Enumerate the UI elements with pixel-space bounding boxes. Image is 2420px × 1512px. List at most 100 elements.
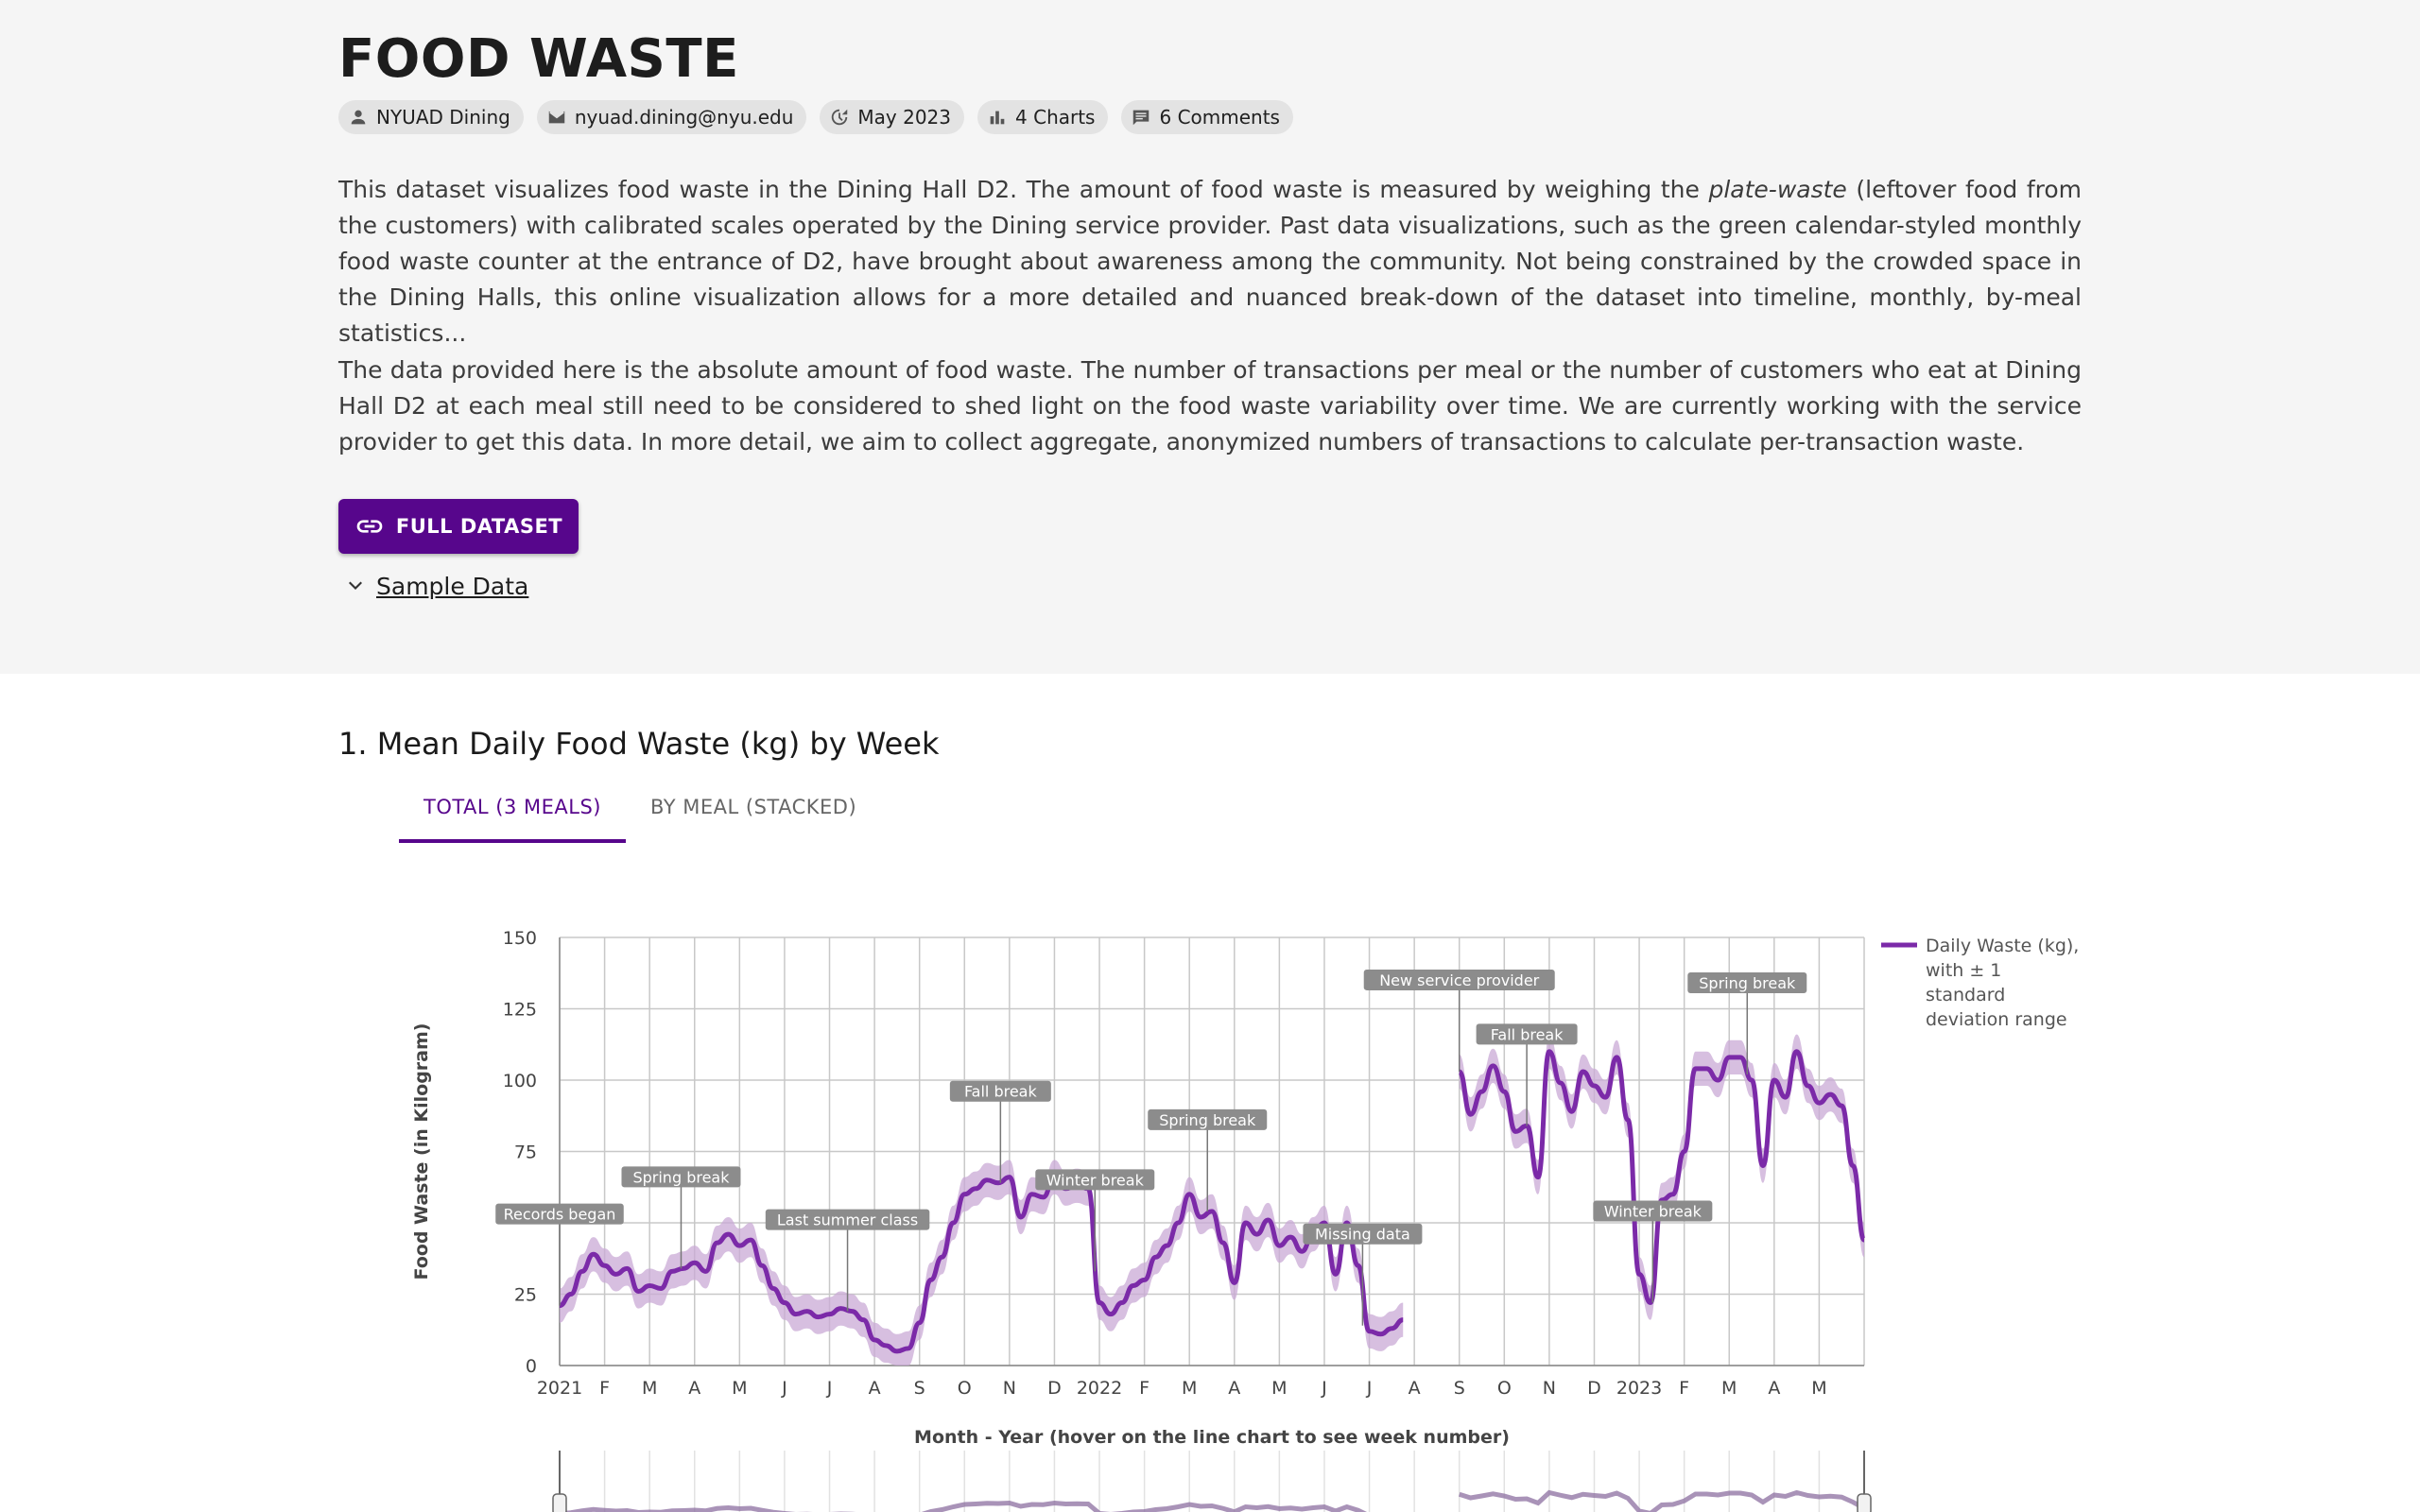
description-text: (leftover food from the customers) with …	[338, 176, 2082, 347]
annotation-label: Spring break	[1699, 974, 1796, 992]
x-tick-label: F	[1139, 1378, 1150, 1399]
x-tick-label: 2021	[537, 1378, 582, 1399]
mini-line	[1458, 1489, 1866, 1512]
x-tick-label: M	[1811, 1378, 1826, 1399]
x-tick-label: A	[1768, 1378, 1780, 1399]
annotation: Winter break	[1035, 1169, 1155, 1272]
x-tick-label: A	[1228, 1378, 1240, 1399]
date-label: May 2023	[857, 106, 952, 129]
x-tick-label: N	[1543, 1378, 1556, 1399]
y-tick-label: 25	[514, 1285, 537, 1306]
legend-label: Daily Waste (kg), with ± 1 standard deviati…	[1926, 936, 2079, 1030]
annotation-box	[1035, 1169, 1155, 1191]
tab-total[interactable]: TOTAL (3 MEALS)	[399, 777, 626, 843]
email-label: nyuad.dining@nyu.edu	[574, 106, 794, 129]
annotation: New service provider	[1363, 969, 1555, 1072]
annotation-label: Missing data	[1315, 1226, 1410, 1244]
x-tick-label: M	[1182, 1378, 1197, 1399]
annotation-label: Records began	[504, 1206, 616, 1224]
x-tick-label: J	[781, 1378, 787, 1399]
page-title: FOOD WASTE	[338, 28, 739, 90]
x-tick-label: D	[1587, 1378, 1601, 1399]
annotation-label: Fall break	[964, 1083, 1038, 1101]
x-tick-label: J	[826, 1378, 833, 1399]
annotation: Spring break	[1148, 1108, 1268, 1211]
x-tick-label: A	[688, 1378, 700, 1399]
description-paragraph-1: This dataset visualizes food waste in th…	[338, 172, 2082, 352]
x-tick-label: M	[642, 1378, 657, 1399]
update-icon	[832, 109, 848, 126]
y-tick-label: 0	[526, 1356, 537, 1377]
annotation-label: Winter break	[1046, 1171, 1145, 1189]
food-waste-chart[interactable]: 0 25 75 100 125 150 2021 F M A M J J A S O N D 2022 F M A M J J A…	[0, 898, 2420, 1451]
x-tick-label: O	[1497, 1378, 1512, 1399]
email-chip[interactable]: nyuad.dining@nyu.edu	[536, 100, 807, 134]
annotation-box	[765, 1209, 930, 1230]
x-tick-label: N	[1003, 1378, 1016, 1399]
annotation: Spring break	[621, 1166, 741, 1269]
comments-label: 6 Comments	[1159, 106, 1280, 129]
y-tick-label: 125	[503, 1000, 537, 1021]
annotation-box	[1148, 1108, 1268, 1130]
annotation-label: Last summer class	[777, 1211, 918, 1229]
x-tick-label: J	[1321, 1378, 1327, 1399]
comment-icon	[1133, 110, 1150, 126]
author-chip[interactable]: NYUAD Dining	[338, 100, 524, 134]
std-band	[560, 1160, 1404, 1366]
author-label: NYUAD Dining	[376, 106, 510, 129]
x-tick-label: S	[1454, 1378, 1465, 1399]
full-dataset-button[interactable]: FULL DATASET	[338, 499, 579, 554]
bar-chart-icon	[990, 111, 1005, 125]
waste-line	[559, 1175, 1404, 1354]
person-icon	[351, 110, 366, 125]
annotation-label: New service provider	[1379, 971, 1539, 989]
annotation: Records began	[495, 1203, 624, 1306]
tab-by-meal[interactable]: BY MEAL (STACKED)	[650, 796, 857, 818]
mini-line	[559, 1500, 1368, 1512]
annotation: Last summer class	[765, 1209, 930, 1312]
annotation-label: Spring break	[1159, 1111, 1256, 1129]
annotation: Fall break	[1476, 1023, 1578, 1126]
annotation-box	[1593, 1200, 1713, 1222]
charts-chip[interactable]: 4 Charts	[977, 100, 1109, 134]
x-tick-label: M	[1271, 1378, 1287, 1399]
y-axis-title: Food Waste (in Kilogram)	[411, 1023, 432, 1280]
email-icon	[548, 111, 565, 124]
annotation: Winter break	[1593, 1200, 1713, 1303]
x-tick-label: A	[869, 1378, 881, 1399]
annotation-box	[1363, 969, 1555, 990]
comments-chip[interactable]: 6 Comments	[1121, 100, 1293, 134]
annotation-box	[949, 1080, 1051, 1102]
description-text: This dataset visualizes food waste in th…	[338, 176, 1709, 203]
y-tick-label: 150	[503, 928, 537, 949]
chart-section-title: 1. Mean Daily Food Waste (kg) by Week	[338, 726, 940, 762]
annotation-box	[1303, 1223, 1423, 1245]
annotation-label: Winter break	[1604, 1203, 1703, 1221]
x-tick-label: 2022	[1077, 1378, 1122, 1399]
charts-label: 4 Charts	[1015, 106, 1096, 129]
date-chip[interactable]: May 2023	[820, 100, 965, 134]
x-tick-label: 2023	[1616, 1378, 1662, 1399]
x-tick-label: D	[1047, 1378, 1062, 1399]
sample-data-toggle[interactable]: Sample Data	[344, 573, 528, 600]
page-header: FOOD WASTE NYUAD Dining nyuad.dining@nyu…	[0, 0, 2420, 674]
annotation-label: Fall break	[1491, 1025, 1564, 1043]
full-dataset-label: FULL DATASET	[395, 515, 563, 538]
annotation: Missing data	[1303, 1223, 1423, 1326]
x-tick-label: J	[1366, 1378, 1373, 1399]
y-tick-label: 75	[514, 1143, 537, 1163]
meta-chips: NYUAD Dining nyuad.dining@nyu.edu May 20…	[338, 100, 1293, 134]
description-paragraph-2: The data provided here is the absolute a…	[338, 356, 2082, 455]
annotation: Fall break	[949, 1080, 1051, 1183]
sample-data-label: Sample Data	[376, 573, 529, 600]
x-tick-label: M	[1721, 1378, 1737, 1399]
y-tick-label: 100	[503, 1071, 537, 1091]
x-tick-label: S	[914, 1378, 925, 1399]
x-tick-label: F	[1679, 1378, 1689, 1399]
range-selector[interactable]	[0, 1451, 2420, 1512]
link-icon	[356, 520, 383, 533]
annotation-box	[495, 1203, 624, 1225]
annotation-box	[621, 1166, 741, 1188]
x-tick-label: O	[958, 1378, 972, 1399]
annotation-box	[1476, 1023, 1578, 1045]
